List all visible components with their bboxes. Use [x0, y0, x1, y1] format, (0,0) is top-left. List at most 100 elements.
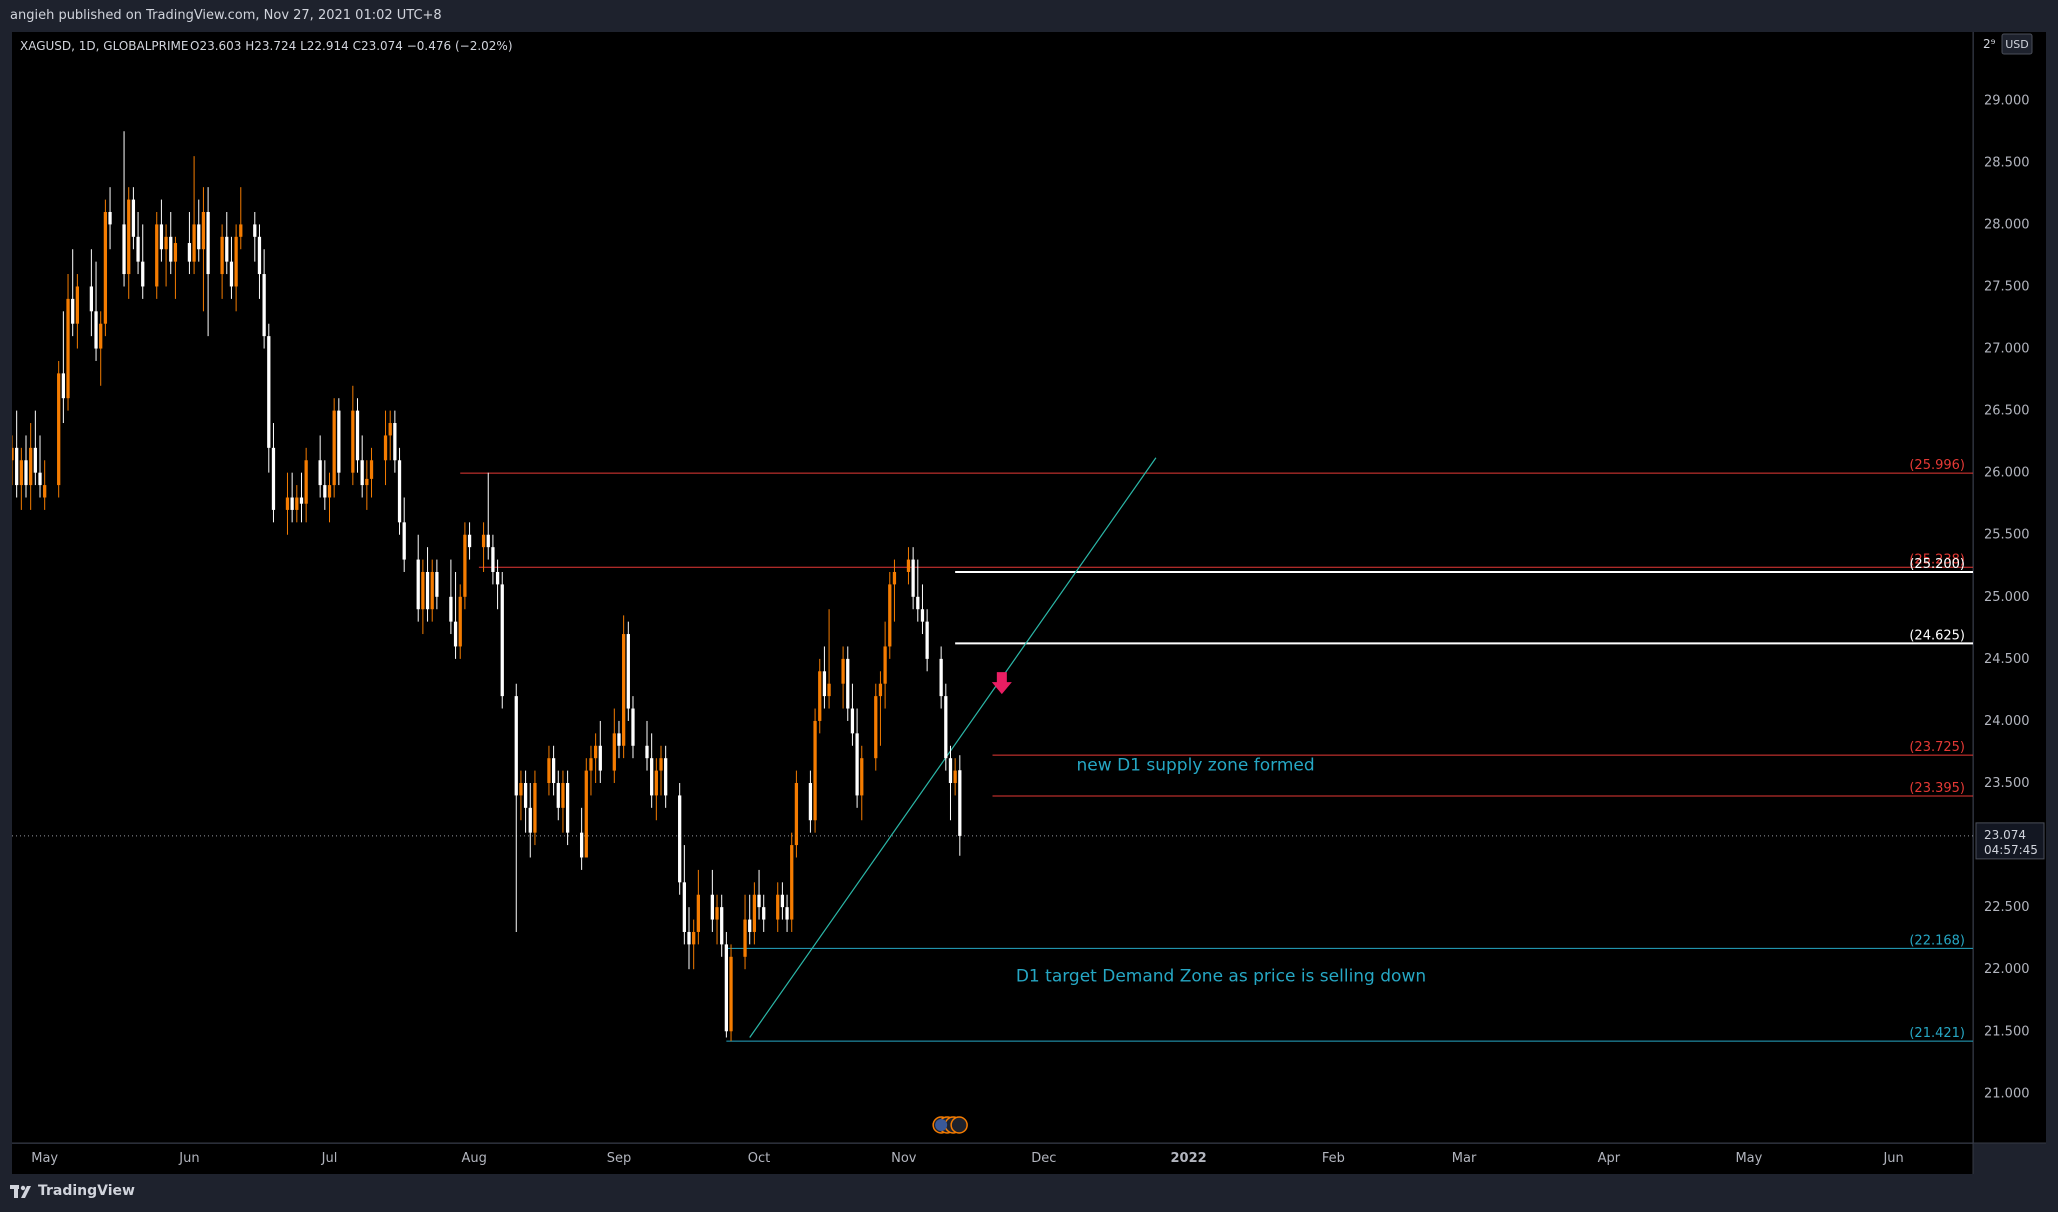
candle-body [818, 671, 822, 721]
time-tick-label: Mar [1452, 1151, 1477, 1166]
time-tick-label: 2022 [1171, 1151, 1207, 1166]
candle-body [617, 733, 621, 746]
candle-body [593, 745, 598, 759]
candle-body [579, 832, 584, 858]
candle-body [99, 323, 103, 349]
candle-body [295, 497, 299, 510]
candle-body [360, 460, 364, 486]
candle-body [173, 243, 178, 262]
candle-body [225, 236, 229, 262]
candle-body [12, 447, 14, 461]
candle-body [425, 571, 430, 610]
candle-body [710, 894, 714, 920]
price-level-label: (21.421) [1909, 1026, 1965, 1041]
time-tick-label: Apr [1598, 1151, 1621, 1166]
event-marker-icon [950, 1116, 968, 1134]
annotation-text: D1 target Demand Zone as price is sellin… [1016, 967, 1426, 987]
candle-body [664, 758, 668, 796]
candle-body [271, 447, 276, 510]
candle-body [449, 596, 453, 622]
candle-body [748, 919, 752, 932]
candle-body [808, 783, 813, 821]
candle-body [38, 472, 42, 486]
candle-body [155, 224, 159, 287]
price-tick-label: 25.500 [1984, 528, 2030, 543]
candlestick-chart[interactable]: 21.00021.50022.00022.50023.00023.50024.0… [12, 32, 2046, 1174]
candle-body [841, 658, 845, 684]
candle-body [89, 286, 94, 312]
candle-body [365, 478, 369, 486]
candle-body [692, 931, 696, 945]
candle-body [421, 571, 425, 610]
candle-body [584, 770, 588, 858]
candle-body [71, 298, 75, 324]
candle-body [720, 907, 724, 945]
price-level-label: (25.200) [1909, 557, 1965, 572]
candle-body [612, 733, 616, 771]
candle-body [127, 199, 131, 275]
price-tick-label: 22.000 [1984, 962, 2030, 977]
candle-body [323, 485, 327, 498]
candle-body [463, 534, 467, 597]
candle-body [75, 286, 80, 324]
candle-body [551, 758, 556, 784]
candle-body [916, 596, 920, 610]
candle-body [729, 956, 733, 1032]
candle-body [776, 894, 780, 920]
plot-background [12, 32, 1973, 1143]
candle-body [351, 410, 355, 473]
price-tick-label: 29.000 [1984, 93, 2030, 108]
price-tick-label: 22.500 [1984, 900, 2030, 915]
symbol-legend: XAGUSD, 1D, GLOBALPRIME [20, 39, 188, 53]
candle-body [626, 634, 630, 709]
candle-body [850, 708, 855, 734]
candle-body [61, 373, 65, 399]
candle-body [229, 261, 234, 287]
candle-body [878, 683, 883, 697]
candle-body [925, 621, 929, 659]
price-tick-label: 26.000 [1984, 466, 2030, 481]
chart-area[interactable]: 21.00021.50022.00022.50023.00023.50024.0… [12, 32, 2058, 1174]
candle-body [29, 447, 33, 486]
time-tick-label: Dec [1031, 1151, 1056, 1166]
candle-body [892, 571, 897, 585]
time-tick-label: May [1735, 1151, 1762, 1166]
price-scale-background [1974, 32, 2046, 1143]
candle-body [883, 646, 887, 684]
candle-body [495, 571, 500, 585]
candle-body [519, 783, 523, 796]
price-level-label: (25.996) [1909, 458, 1965, 473]
price-level-label: (24.625) [1909, 628, 1965, 643]
candle-body [589, 758, 593, 771]
candle-body [402, 522, 406, 560]
candle-body [262, 274, 266, 337]
candle-body [57, 373, 61, 486]
time-tick-label: Jun [178, 1151, 199, 1166]
price-tick-label: 28.500 [1984, 155, 2030, 170]
candle-body [827, 683, 831, 697]
price-level-label: (22.168) [1909, 933, 1965, 948]
candle-body [874, 696, 878, 759]
price-level-label: (23.395) [1909, 781, 1965, 796]
candle-body [397, 460, 402, 523]
candle-body [467, 534, 472, 548]
candle-body [687, 931, 691, 945]
candle-body [201, 211, 206, 250]
candle-body [43, 485, 47, 498]
candle-body [654, 770, 658, 796]
candle-body [383, 435, 388, 461]
tradingview-logo[interactable]: TradingView [10, 1183, 135, 1199]
candle-body [369, 460, 374, 479]
time-tick-label: May [31, 1151, 58, 1166]
candle-body [762, 907, 766, 920]
candle-body [103, 211, 108, 324]
candle-body [108, 211, 112, 225]
candle-body [299, 497, 304, 504]
candle-body [528, 807, 532, 833]
candle-body [253, 224, 257, 237]
price-tick-label: 25.000 [1984, 590, 2030, 605]
time-tick-label: Oct [748, 1151, 770, 1166]
candle-body [906, 559, 911, 572]
footer-bar: TradingView [0, 1174, 2058, 1212]
candle-body [944, 696, 948, 759]
